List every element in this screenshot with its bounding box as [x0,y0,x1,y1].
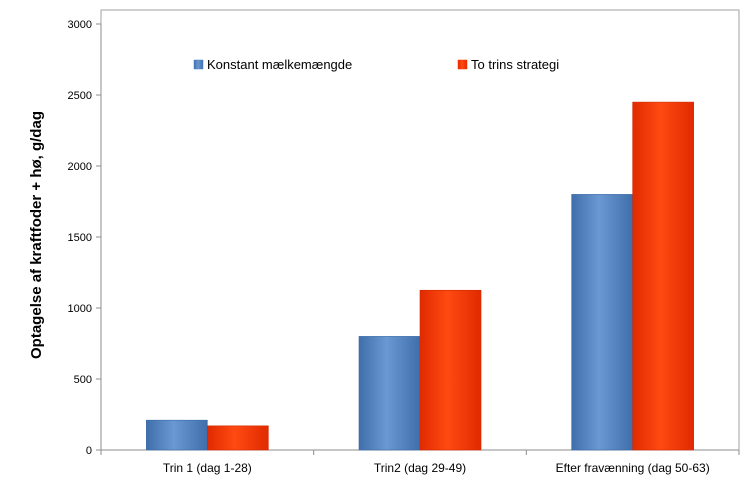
bar [207,425,269,451]
y-tick-label: 2500 [68,90,92,102]
bar [632,101,694,451]
x-tick-label: Efter fravænning (dag 50-63) [556,461,710,475]
x-axis: Trin 1 (dag 1-28) Trin2 (dag 29-49) Efter … [100,449,740,475]
y-tick-label: 500 [74,374,92,386]
bar [419,289,482,451]
y-tick-label: 3000 [68,19,92,31]
legend-label: Konstant mælkemængde [207,57,352,72]
y-tick-label: 2000 [68,161,92,173]
bars [146,101,694,451]
legend-swatch [457,59,468,70]
y-tick-label: 1000 [68,303,92,315]
legend-label: To trins strategi [471,57,559,72]
bar [358,336,421,451]
x-tick-label: Trin 1 (dag 1-28) [163,461,252,475]
y-axis-title: Optagelse af kraftfoder + hø, g/dag [28,111,45,359]
legend-swatch [193,59,204,70]
x-tick-label: Trin2 (dag 29-49) [374,461,466,475]
y-tick-label: 0 [86,445,92,457]
y-axis: 0 500 1000 1500 2000 2500 3000 [68,19,102,457]
bar [571,194,633,451]
y-tick-label: 1500 [68,232,92,244]
bar [146,419,208,451]
legend: Konstant mælkemængde To trins strategi [193,57,559,72]
